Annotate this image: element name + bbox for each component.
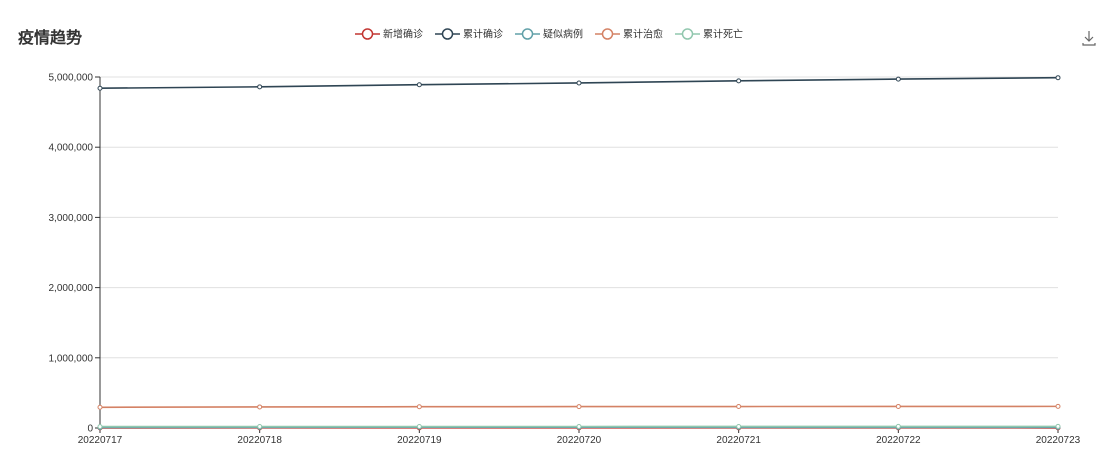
legend-label: 累计确诊 (463, 28, 503, 41)
data-point[interactable] (895, 403, 901, 409)
data-point[interactable] (416, 82, 422, 88)
legend[interactable]: 新增确诊 累计确诊 疑似病例 累计治愈 累计死亡 (355, 28, 743, 41)
legend-marker (521, 28, 534, 40)
page-title: 疫情趋势 (18, 28, 83, 47)
y-tick-label: 5,000,000 (49, 73, 94, 84)
legend-marker (601, 28, 614, 40)
legend-item[interactable]: 累计治愈 (595, 28, 663, 41)
y-tick-label: 3,000,000 (49, 213, 94, 224)
legend-label: 累计死亡 (703, 28, 743, 41)
data-point[interactable] (895, 423, 901, 429)
data-point[interactable] (736, 78, 742, 84)
y-tick-label: 2,000,000 (49, 283, 94, 294)
legend-marker (681, 28, 694, 40)
legend-marker (361, 28, 374, 40)
series-累计治愈 (97, 403, 1061, 410)
x-tick-label: 20220718 (237, 435, 282, 446)
x-tick-label: 20220717 (78, 435, 123, 446)
data-point[interactable] (416, 404, 422, 410)
legend-label: 新增确诊 (383, 28, 423, 41)
legend-marker (441, 28, 454, 40)
data-point[interactable] (257, 84, 263, 90)
data-point[interactable] (1055, 75, 1061, 81)
data-point[interactable] (257, 424, 263, 430)
x-tick-label: 20220723 (1036, 435, 1081, 446)
x-tick-label: 20220719 (397, 435, 442, 446)
legend-label: 疑似病例 (543, 28, 583, 41)
data-point[interactable] (97, 424, 103, 430)
data-point[interactable] (576, 80, 582, 86)
data-point[interactable] (416, 424, 422, 430)
data-point[interactable] (736, 404, 742, 410)
legend-item[interactable]: 累计确诊 (435, 28, 503, 41)
legend-item[interactable]: 累计死亡 (675, 28, 743, 41)
download-icon (1082, 31, 1096, 46)
data-point[interactable] (895, 76, 901, 82)
data-point[interactable] (97, 85, 103, 91)
x-tick-label: 20220721 (716, 435, 761, 446)
x-tick-label: 20220722 (876, 435, 921, 446)
data-point[interactable] (576, 404, 582, 410)
x-tick-label: 20220720 (557, 435, 602, 446)
series-累计死亡 (97, 423, 1061, 430)
data-point[interactable] (257, 404, 263, 410)
y-tick-label: 1,000,000 (49, 353, 94, 364)
legend-item[interactable]: 疑似病例 (515, 28, 583, 41)
legend-label: 累计治愈 (623, 28, 663, 41)
data-point[interactable] (97, 404, 103, 410)
data-point[interactable] (576, 423, 582, 429)
data-point[interactable] (1055, 423, 1061, 429)
download-button[interactable] (1079, 28, 1099, 48)
axes: 0 1,000,000 2,000,000 3,000,000 4,000,000 5,0… (49, 73, 1081, 447)
y-tick-label: 4,000,000 (49, 143, 94, 154)
series-累计确诊 (97, 75, 1061, 91)
y-tick-label: 0 (87, 424, 93, 435)
series-lines (97, 75, 1061, 431)
data-point[interactable] (736, 423, 742, 429)
grid-lines (100, 76, 1058, 359)
data-point[interactable] (1055, 403, 1061, 409)
legend-item[interactable]: 新增确诊 (355, 28, 423, 41)
